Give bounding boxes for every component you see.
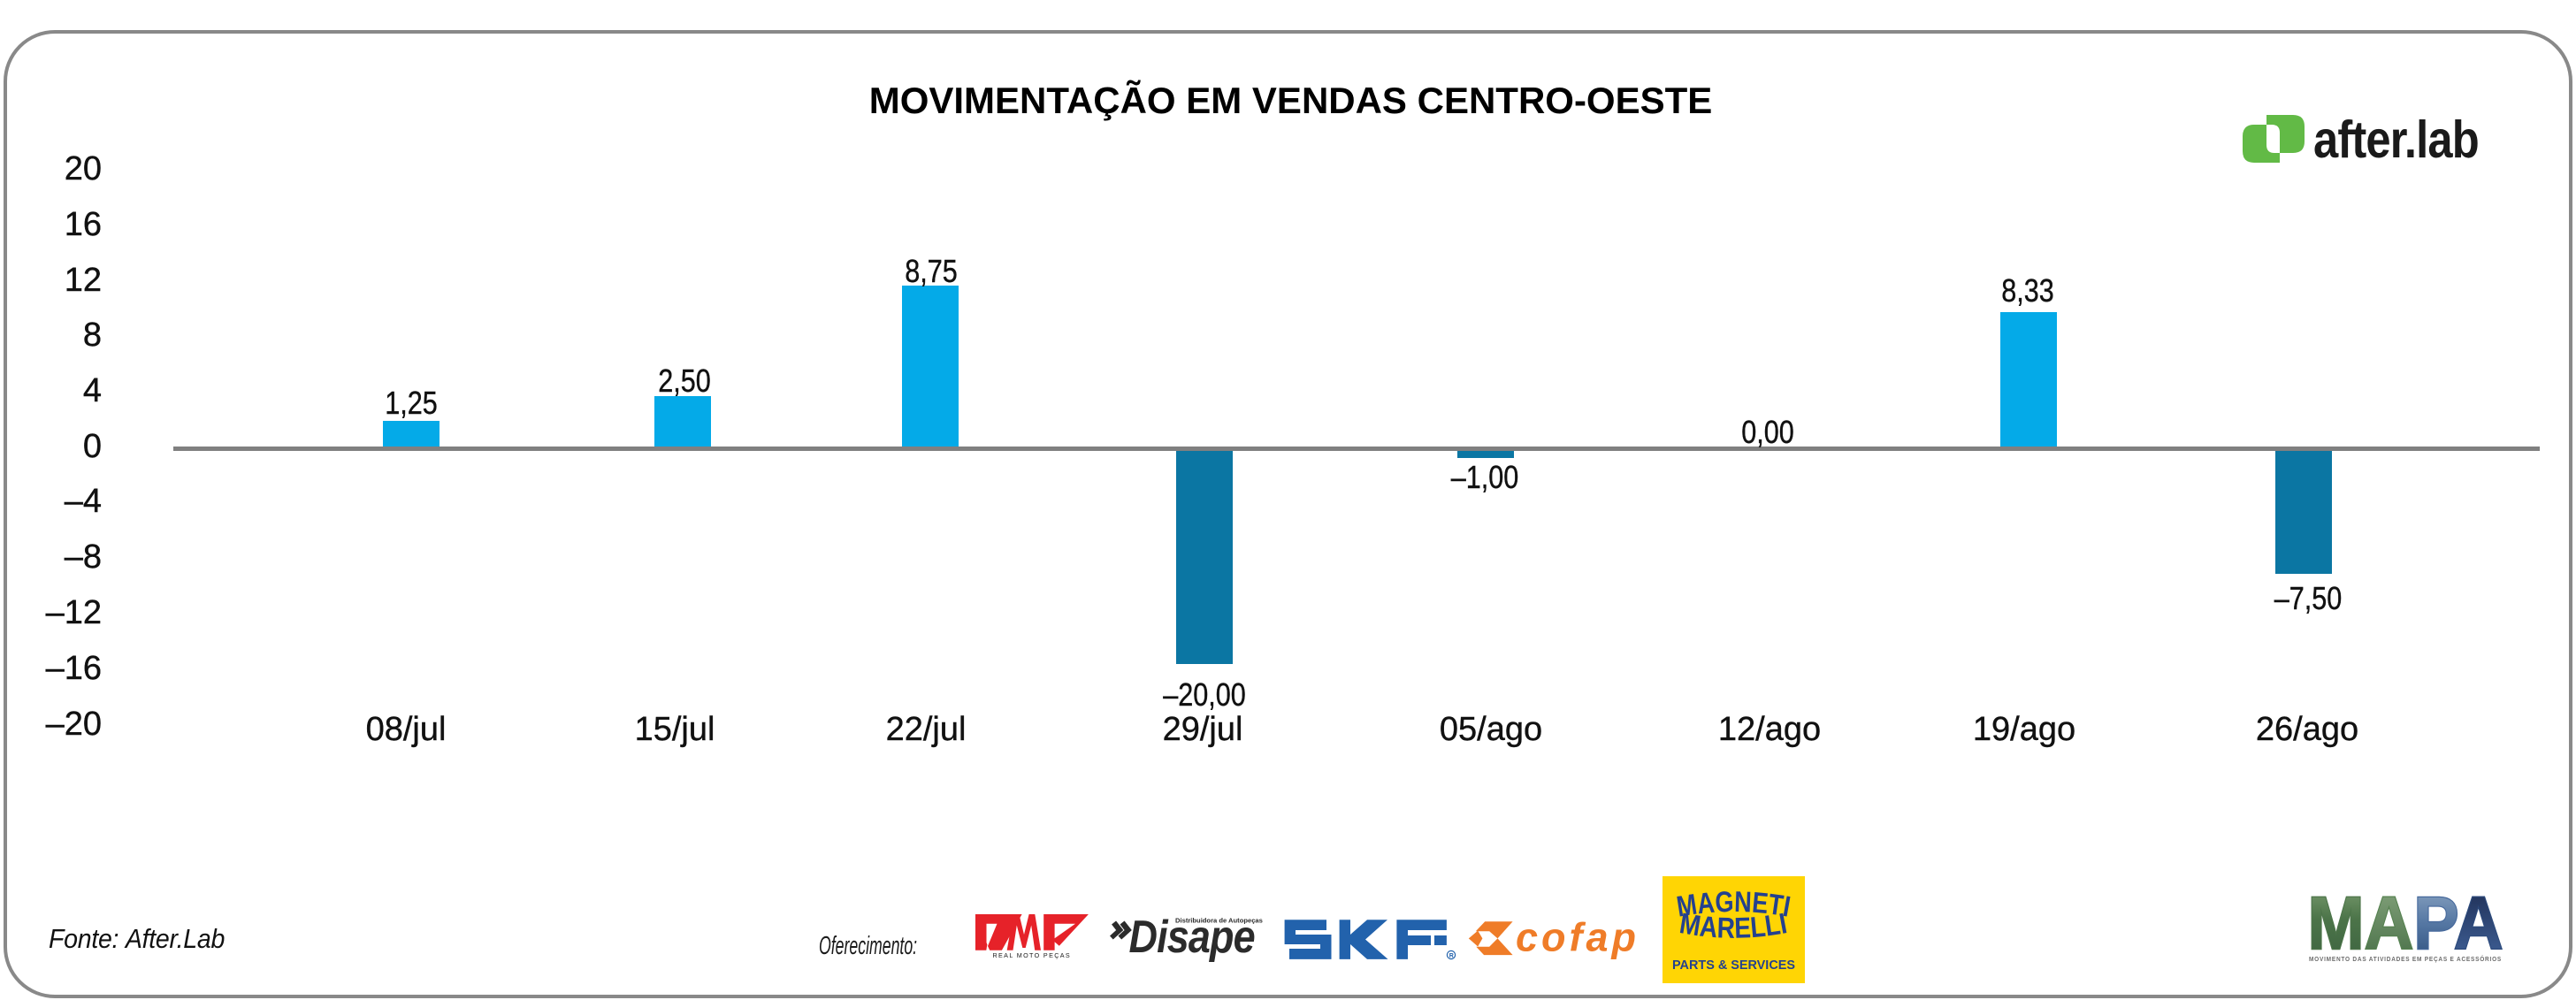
svg-text:Disape: Disape [1129,912,1255,963]
svg-text:R: R [1449,953,1454,959]
svg-text:cofap: cofap [1516,916,1640,960]
svg-text:MAPA: MAPA [2308,889,2503,965]
svg-text:MARELLI: MARELLI [1678,906,1790,944]
svg-text:MOVIMENTO DAS ATIVIDADES EM PE: MOVIMENTO DAS ATIVIDADES EM PEÇAS E ACES… [2309,955,2502,963]
svg-text:REAL MOTO PEÇAS: REAL MOTO PEÇAS [993,951,1072,959]
svg-text:Distribuidora de Autopeças: Distribuidora de Autopeças [1175,917,1263,925]
svg-text:PARTS & SERVICES: PARTS & SERVICES [1672,958,1795,973]
